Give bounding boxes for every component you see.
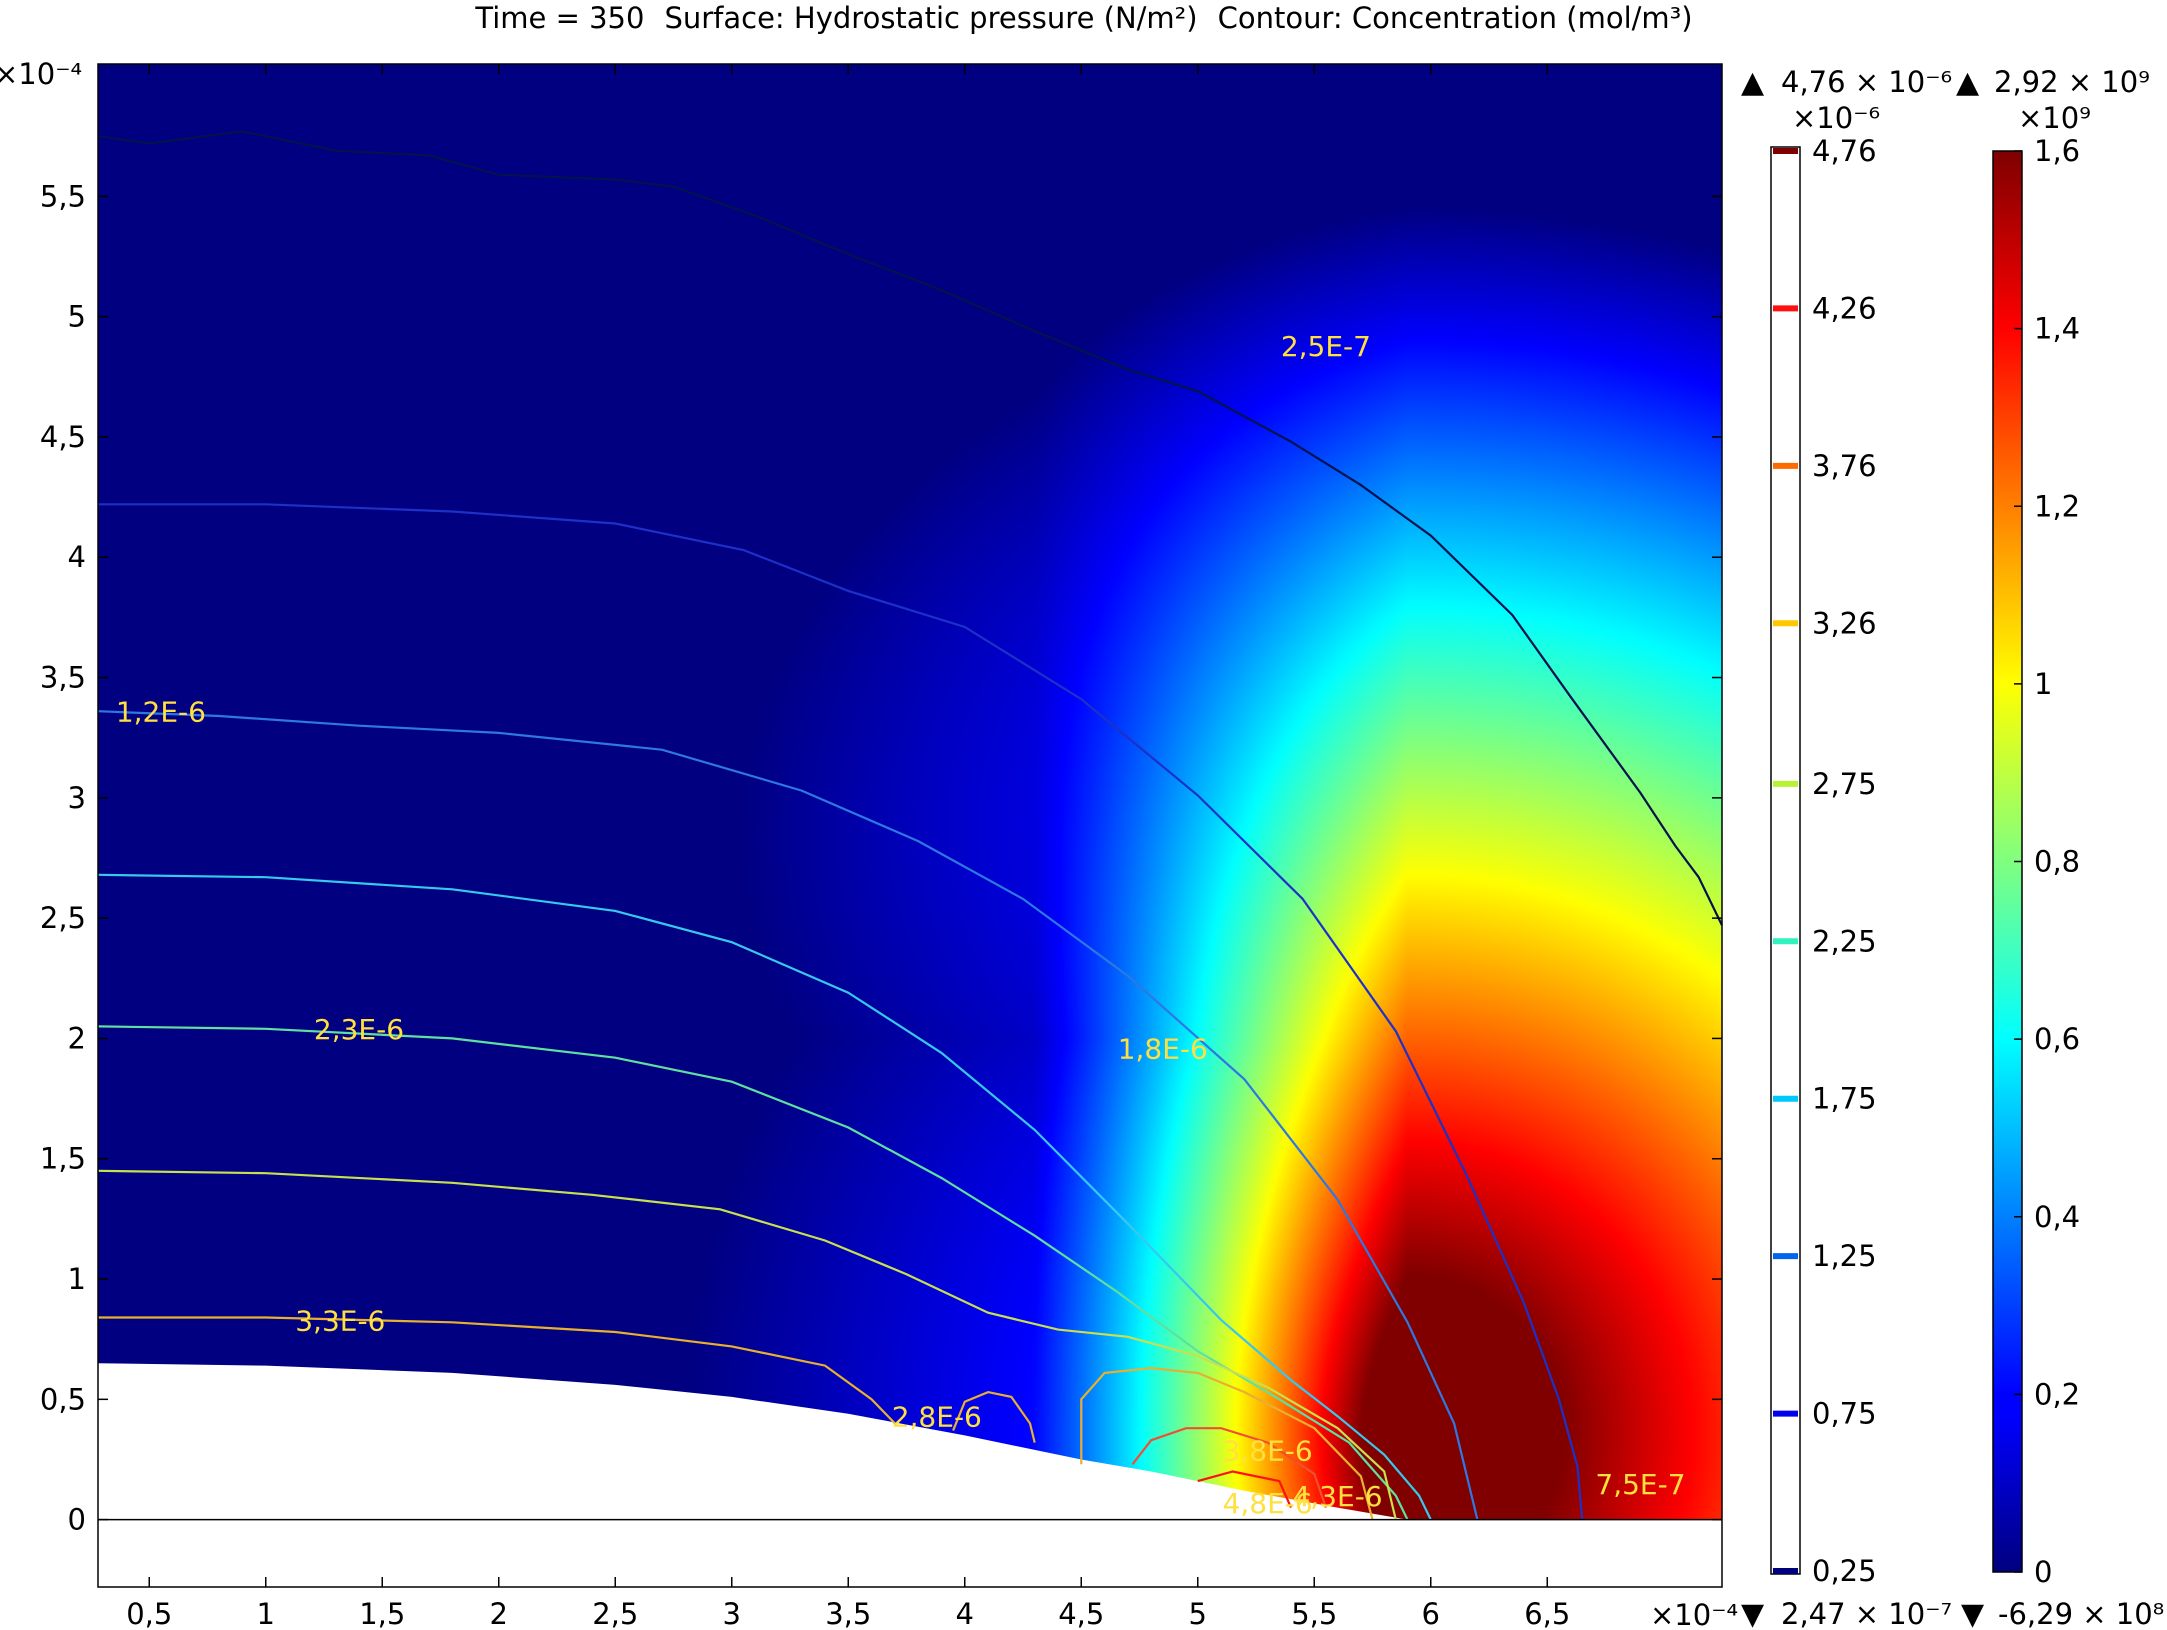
plot-area: 2,5E-7 1,2E-6 2,3E-6 1,8E-6 3,3E-6 2,8E-6 3,8E… [0,57,1738,1630]
concentration-contours [98,130,1722,1521]
pressure-tick-label: 0,4 [2034,1200,2080,1234]
y-tick-label: 3 [68,781,86,815]
contour-label: 2,5E-7 [1281,330,1371,363]
y-tick-label: 1,5 [40,1142,86,1176]
pressure-max-marker: ▲ [1956,65,1979,100]
concentration-min-marker: ▼ [1741,1597,1764,1630]
contour-label: 2,3E-6 [314,1013,404,1046]
y-tick-label: 2 [68,1021,86,1055]
contour-line [1197,1470,1293,1509]
contour-label: 7,5E-7 [1595,1468,1685,1501]
x-tick-label: 4,5 [1058,1597,1104,1630]
x-tick-label: 6 [1422,1597,1440,1630]
contour-line [98,1169,1397,1520]
x-axis-exponent: ×10⁻⁴ [1650,1598,1738,1630]
pressure-tick-label: 1,2 [2034,489,2080,523]
contour-label: 3,3E-6 [295,1304,385,1337]
contour-line [98,503,1584,1520]
concentration-legend-box [1770,146,1801,1575]
pressure-surface [98,64,1722,1520]
pressure-tick-label: 1 [2034,667,2052,701]
contour-line [98,710,1479,1520]
y-tick-label: 5,5 [40,179,86,213]
contour-label: 1,8E-6 [1118,1032,1208,1065]
y-tick-label: 4 [68,540,86,574]
concentration-scale-exponent: ×10⁻⁶ [1792,101,1880,135]
contour-label: 4,8E-6 [1223,1487,1313,1520]
x-tick-label: 6,5 [1524,1597,1570,1630]
concentration-min: 2,47 × 10⁻⁷ [1781,1597,1952,1630]
x-tick-label: 5 [1189,1597,1207,1630]
concentration-level-label: 0,75 [1812,1397,1877,1431]
contour-line [952,1390,1036,1443]
concentration-level-label: 0,25 [1812,1554,1877,1588]
concentration-level-label: 4,26 [1812,291,1877,325]
pressure-tick-label: 0,2 [2034,1377,2080,1411]
y-tick-label: 4,5 [40,420,86,454]
x-tick-label: 5,5 [1291,1597,1337,1630]
contour-line [1131,1427,1327,1508]
chart-title: Time = 350 Surface: Hydrostatic pressure … [474,1,1692,35]
y-axis-exponent: ×10⁻⁴ [0,57,82,91]
x-tick-label: 0,5 [126,1597,172,1630]
contour-labels: 2,5E-7 1,2E-6 2,3E-6 1,8E-6 3,3E-6 2,8E-6 3,8E… [116,330,1686,1520]
pressure-tick-label: 0,8 [2034,845,2080,879]
concentration-level-label: 3,26 [1812,606,1877,640]
pressure-max: 2,92 × 10⁹ [1994,65,2150,99]
y-tick-label: 1 [68,1262,86,1296]
x-tick-label: 3 [723,1597,741,1630]
pressure-tick-label: 0,6 [2034,1022,2080,1056]
contour-label: 2,8E-6 [892,1401,982,1434]
pressure-tick-label: 1,4 [2034,312,2080,346]
concentration-max-marker: ▲ [1741,65,1764,100]
concentration-level-label: 1,75 [1812,1082,1877,1116]
y-tick-label: 2,5 [40,901,86,935]
plot-frame [97,63,1723,1588]
x-axis: 0,5 1 1,5 2 2,5 3 3,5 4 4,5 5 5,5 6 6,5 [126,64,1570,1630]
x-tick-label: 3,5 [825,1597,871,1630]
x-tick-label: 2 [490,1597,508,1630]
pressure-tick-label: 1,6 [2034,134,2080,168]
x-tick-label: 1 [257,1597,275,1630]
concentration-level-label: 1,25 [1812,1239,1877,1273]
concentration-level-label: 4,76 [1812,134,1877,168]
x-tick-label: 1,5 [359,1597,405,1630]
contour-line [98,1025,1409,1521]
pressure-legend: ▲ 2,92 × 10⁹ ×10⁹ 0 0,2 0,4 0,6 0,8 1 1,2 1,4 1,… [1956,65,2164,1630]
contour-line [98,130,1722,926]
contour-line [1080,1366,1374,1520]
y-axis: 0 0,5 1 1,5 2 2,5 3 3,5 4 4,5 5 5,5 [40,179,1722,1537]
y-tick-label: 5 [68,300,86,334]
contour-label: 1,2E-6 [116,696,206,729]
x-tick-label: 4 [956,1597,974,1630]
y-tick-label: 3,5 [40,661,86,695]
pressure-min: -6,29 × 10⁸ [1998,1597,2164,1630]
concentration-level-label: 2,75 [1812,767,1877,801]
x-tick-label: 2,5 [592,1597,638,1630]
contour-label: 3,8E-6 [1223,1434,1313,1467]
pressure-tick-label: 0 [2034,1555,2052,1589]
concentration-max: 4,76 × 10⁻⁶ [1781,65,1952,99]
concentration-legend: ▲ 4,76 × 10⁻⁶ ×10⁻⁶ 0,25 0,75 1,25 1,75 2,25… [1741,65,1952,1630]
domain-mask [98,1363,1722,1587]
contour-line [98,873,1432,1521]
concentration-level-label: 2,25 [1812,924,1877,958]
y-tick-label: 0 [68,1503,86,1537]
contour-line [98,1316,896,1425]
contour-label: 4,3E-6 [1292,1480,1382,1513]
concentration-level-label: 3,76 [1812,449,1877,483]
pressure-scale-exponent: ×10⁹ [2018,101,2091,135]
y-tick-label: 0,5 [40,1382,86,1416]
pressure-min-marker: ▼ [1961,1597,1984,1630]
